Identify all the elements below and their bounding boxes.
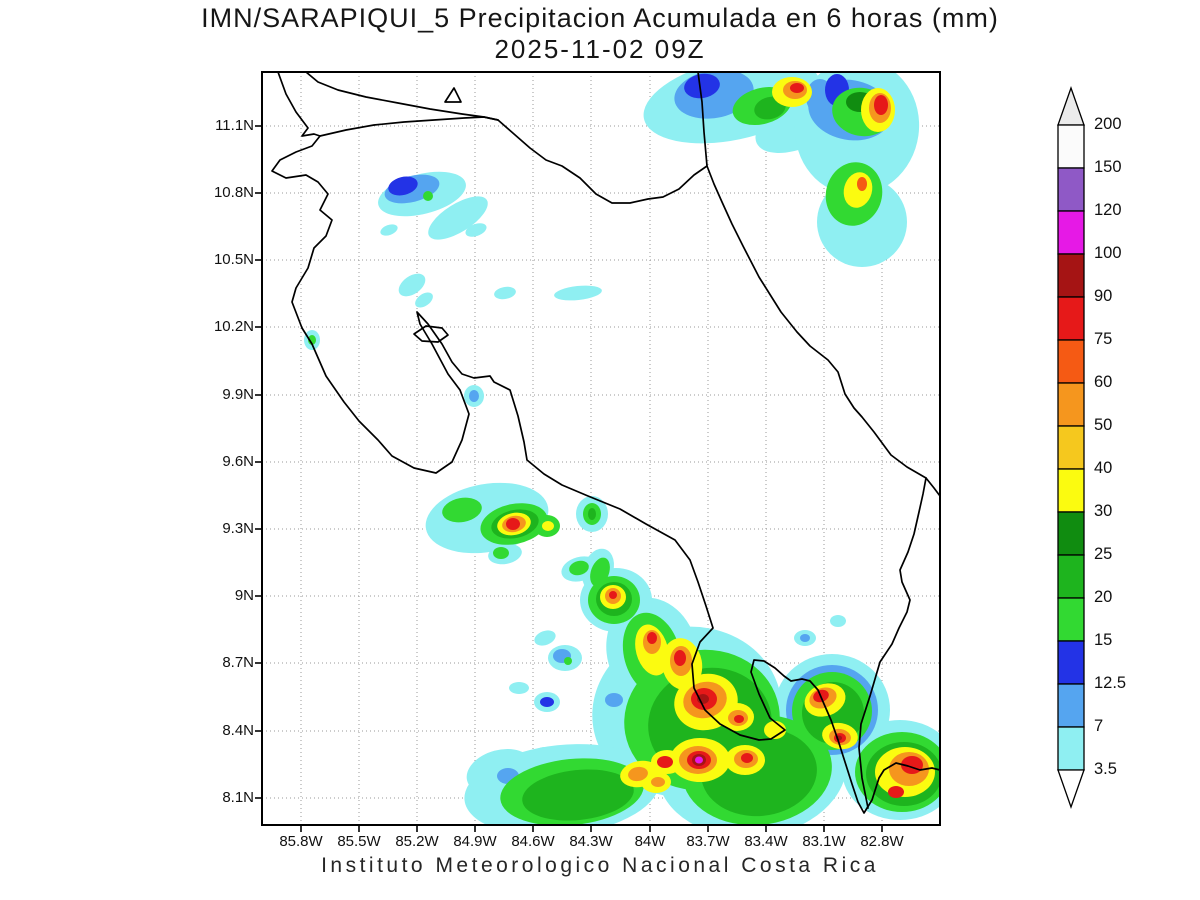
colorbar-arrow-bottom <box>1057 769 1085 809</box>
colorbar-tick-label: 12.5 <box>1094 674 1127 692</box>
colorbar-tick-label: 200 <box>1094 115 1122 133</box>
lon-tick-label: 84.6W <box>511 833 555 850</box>
colorbar-tick-label: 15 <box>1094 631 1113 649</box>
colorbar-segment <box>1057 683 1085 728</box>
colorbar-segment <box>1057 253 1085 298</box>
colorbar-tick-label: 3.5 <box>1094 760 1117 778</box>
colorbar-segment <box>1057 597 1085 642</box>
lon-tick-label: 83.4W <box>744 833 788 850</box>
colorbar-tick-label: 100 <box>1094 244 1122 262</box>
lat-tick-label: 9N <box>234 587 254 604</box>
colorbar-tick-label: 25 <box>1094 545 1113 563</box>
colorbar-segment <box>1057 382 1085 427</box>
lon-tick-label: 83.1W <box>802 833 846 850</box>
lat-tick-label: 8.1N <box>222 789 254 806</box>
colorbar-tick-label: 120 <box>1094 201 1122 219</box>
colorbar-arrow-top <box>1057 86 1085 126</box>
precipitation-shading <box>304 72 940 825</box>
lon-tick-label: 84.9W <box>453 833 497 850</box>
map-plot-area: 11.1N 10.8N 10.5N 10.2N 9.9N 9.6N 9.3N 9N 8.7N 8.… <box>214 71 941 850</box>
colorbar-segment <box>1057 511 1085 556</box>
lat-tick-label: 10.8N <box>213 184 254 201</box>
colorbar-segment <box>1057 468 1085 513</box>
lat-tick-label: 9.6N <box>222 453 254 470</box>
footer-attribution: Instituto Meteorologico Nacional Costa R… <box>321 854 879 877</box>
colorbar-tick-label: 40 <box>1094 459 1113 477</box>
map-svg <box>255 71 941 832</box>
colorbar-tick-label: 30 <box>1094 502 1113 520</box>
chart-subtitle-datetime: 2025-11-02 09Z <box>494 34 706 64</box>
colorbar-segment <box>1057 726 1085 771</box>
colorbar-segment <box>1057 210 1085 255</box>
lon-tick-label: 84.3W <box>569 833 613 850</box>
plot-frame <box>261 71 941 826</box>
colorbar-legend: 200 150 120 100 90 75 60 50 40 30 25 20 15 12.5 7 3.5 <box>1057 86 1178 828</box>
colorbar-segment <box>1057 640 1085 685</box>
lat-tick-label: 9.9N <box>222 386 254 403</box>
colorbar-tick-label: 7 <box>1094 717 1104 735</box>
colorbar-segment <box>1057 124 1085 169</box>
lat-tick-label: 11.1N <box>215 117 254 134</box>
colorbar-segment <box>1057 425 1085 470</box>
colorbar-tick-label: 75 <box>1094 330 1113 348</box>
lat-tick-label: 8.7N <box>222 654 254 671</box>
axis-ticks <box>255 125 883 832</box>
colorbar-tick-label: 150 <box>1094 158 1122 176</box>
chart-title: IMN/SARAPIQUI_5 Precipitacion Acumulada … <box>201 3 999 33</box>
lon-tick-label: 82.8W <box>860 833 904 850</box>
colorbar-svg <box>1057 86 1085 809</box>
colorbar-segment <box>1057 296 1085 341</box>
colorbar-tick-label: 50 <box>1094 416 1113 434</box>
colorbar-tick-label: 90 <box>1094 287 1113 305</box>
lon-tick-label: 85.2W <box>395 833 439 850</box>
lon-tick-label: 85.8W <box>279 833 323 850</box>
colorbar-segment <box>1057 167 1085 212</box>
coastlines-borders <box>271 72 940 814</box>
colorbar-tick-label: 60 <box>1094 373 1113 391</box>
lat-tick-label: 9.3N <box>222 520 254 537</box>
colorbar-segment <box>1057 339 1085 384</box>
lon-tick-label: 83.7W <box>686 833 730 850</box>
colorbar-tick-label: 20 <box>1094 588 1113 606</box>
lat-tick-label: 10.2N <box>213 318 254 335</box>
lat-tick-label: 8.4N <box>222 722 254 739</box>
colorbar-segment <box>1057 554 1085 599</box>
lat-tick-label: 10.5N <box>213 251 254 268</box>
lon-tick-label: 84W <box>634 833 666 850</box>
lon-tick-label: 85.5W <box>337 833 381 850</box>
